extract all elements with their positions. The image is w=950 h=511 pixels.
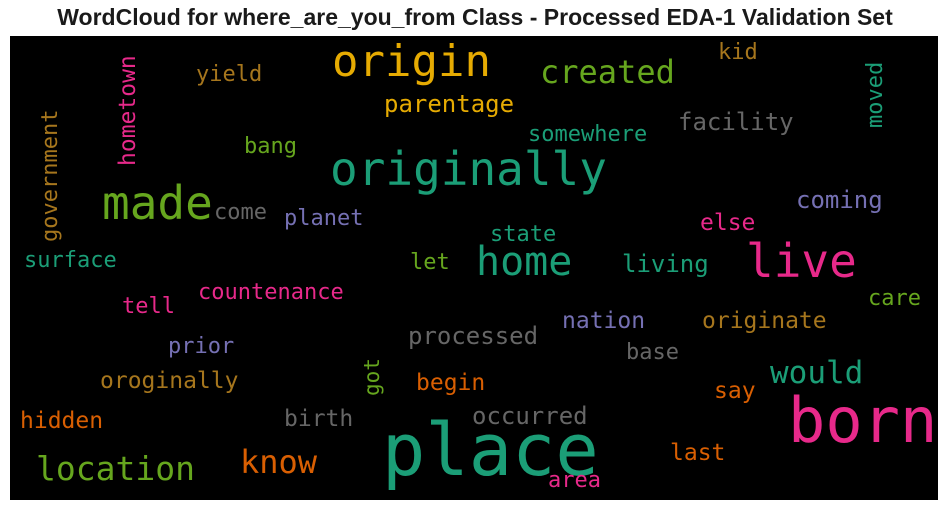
word-else: else [700,212,755,235]
word-somewhere: somewhere [528,124,647,146]
word-live: live [746,238,857,284]
word-living: living [622,252,709,276]
word-surface: surface [24,250,117,272]
word-tell: tell [122,296,175,318]
word-yield: yield [196,64,262,86]
word-birth: birth [284,408,353,431]
word-originally: originally [330,146,607,192]
word-care: care [868,288,921,310]
word-base: base [626,342,679,364]
word-state: state [490,224,556,246]
word-home: home [476,242,572,282]
word-hidden: hidden [20,410,103,433]
word-let: let [410,252,450,274]
word-government: government [40,110,62,242]
word-origin: origin [332,40,491,84]
word-countenance: countenance [198,282,344,304]
word-prior: prior [168,336,234,358]
word-originate: originate [702,310,827,333]
word-made: made [102,180,213,226]
word-created: created [540,56,675,88]
word-facility: facility [678,110,794,134]
wordcloud-canvas: place born originally origin made live home loc… [10,36,938,500]
word-parentage: parentage [384,92,514,116]
word-come: come [214,202,267,224]
word-born: born [788,390,937,452]
word-area: area [548,470,601,492]
word-hometown: hometown [117,55,140,166]
chart-title: WordCloud for where_are_you_from Class -… [0,4,950,31]
word-last: last [670,442,725,465]
word-oroginally: oroginally [100,370,238,393]
word-bang: bang [244,136,297,158]
word-occurred: occurred [472,404,588,428]
word-processed: processed [408,324,538,348]
word-coming: coming [796,188,883,212]
word-nation: nation [562,310,645,333]
word-say: say [714,380,756,403]
word-planet: planet [284,208,363,230]
word-location: location [36,452,195,485]
word-would: would [770,358,863,389]
word-know: know [240,446,317,478]
word-got: got [362,358,383,396]
word-kid: kid [718,42,758,64]
word-begin: begin [416,372,485,395]
word-moved: moved [865,62,887,128]
